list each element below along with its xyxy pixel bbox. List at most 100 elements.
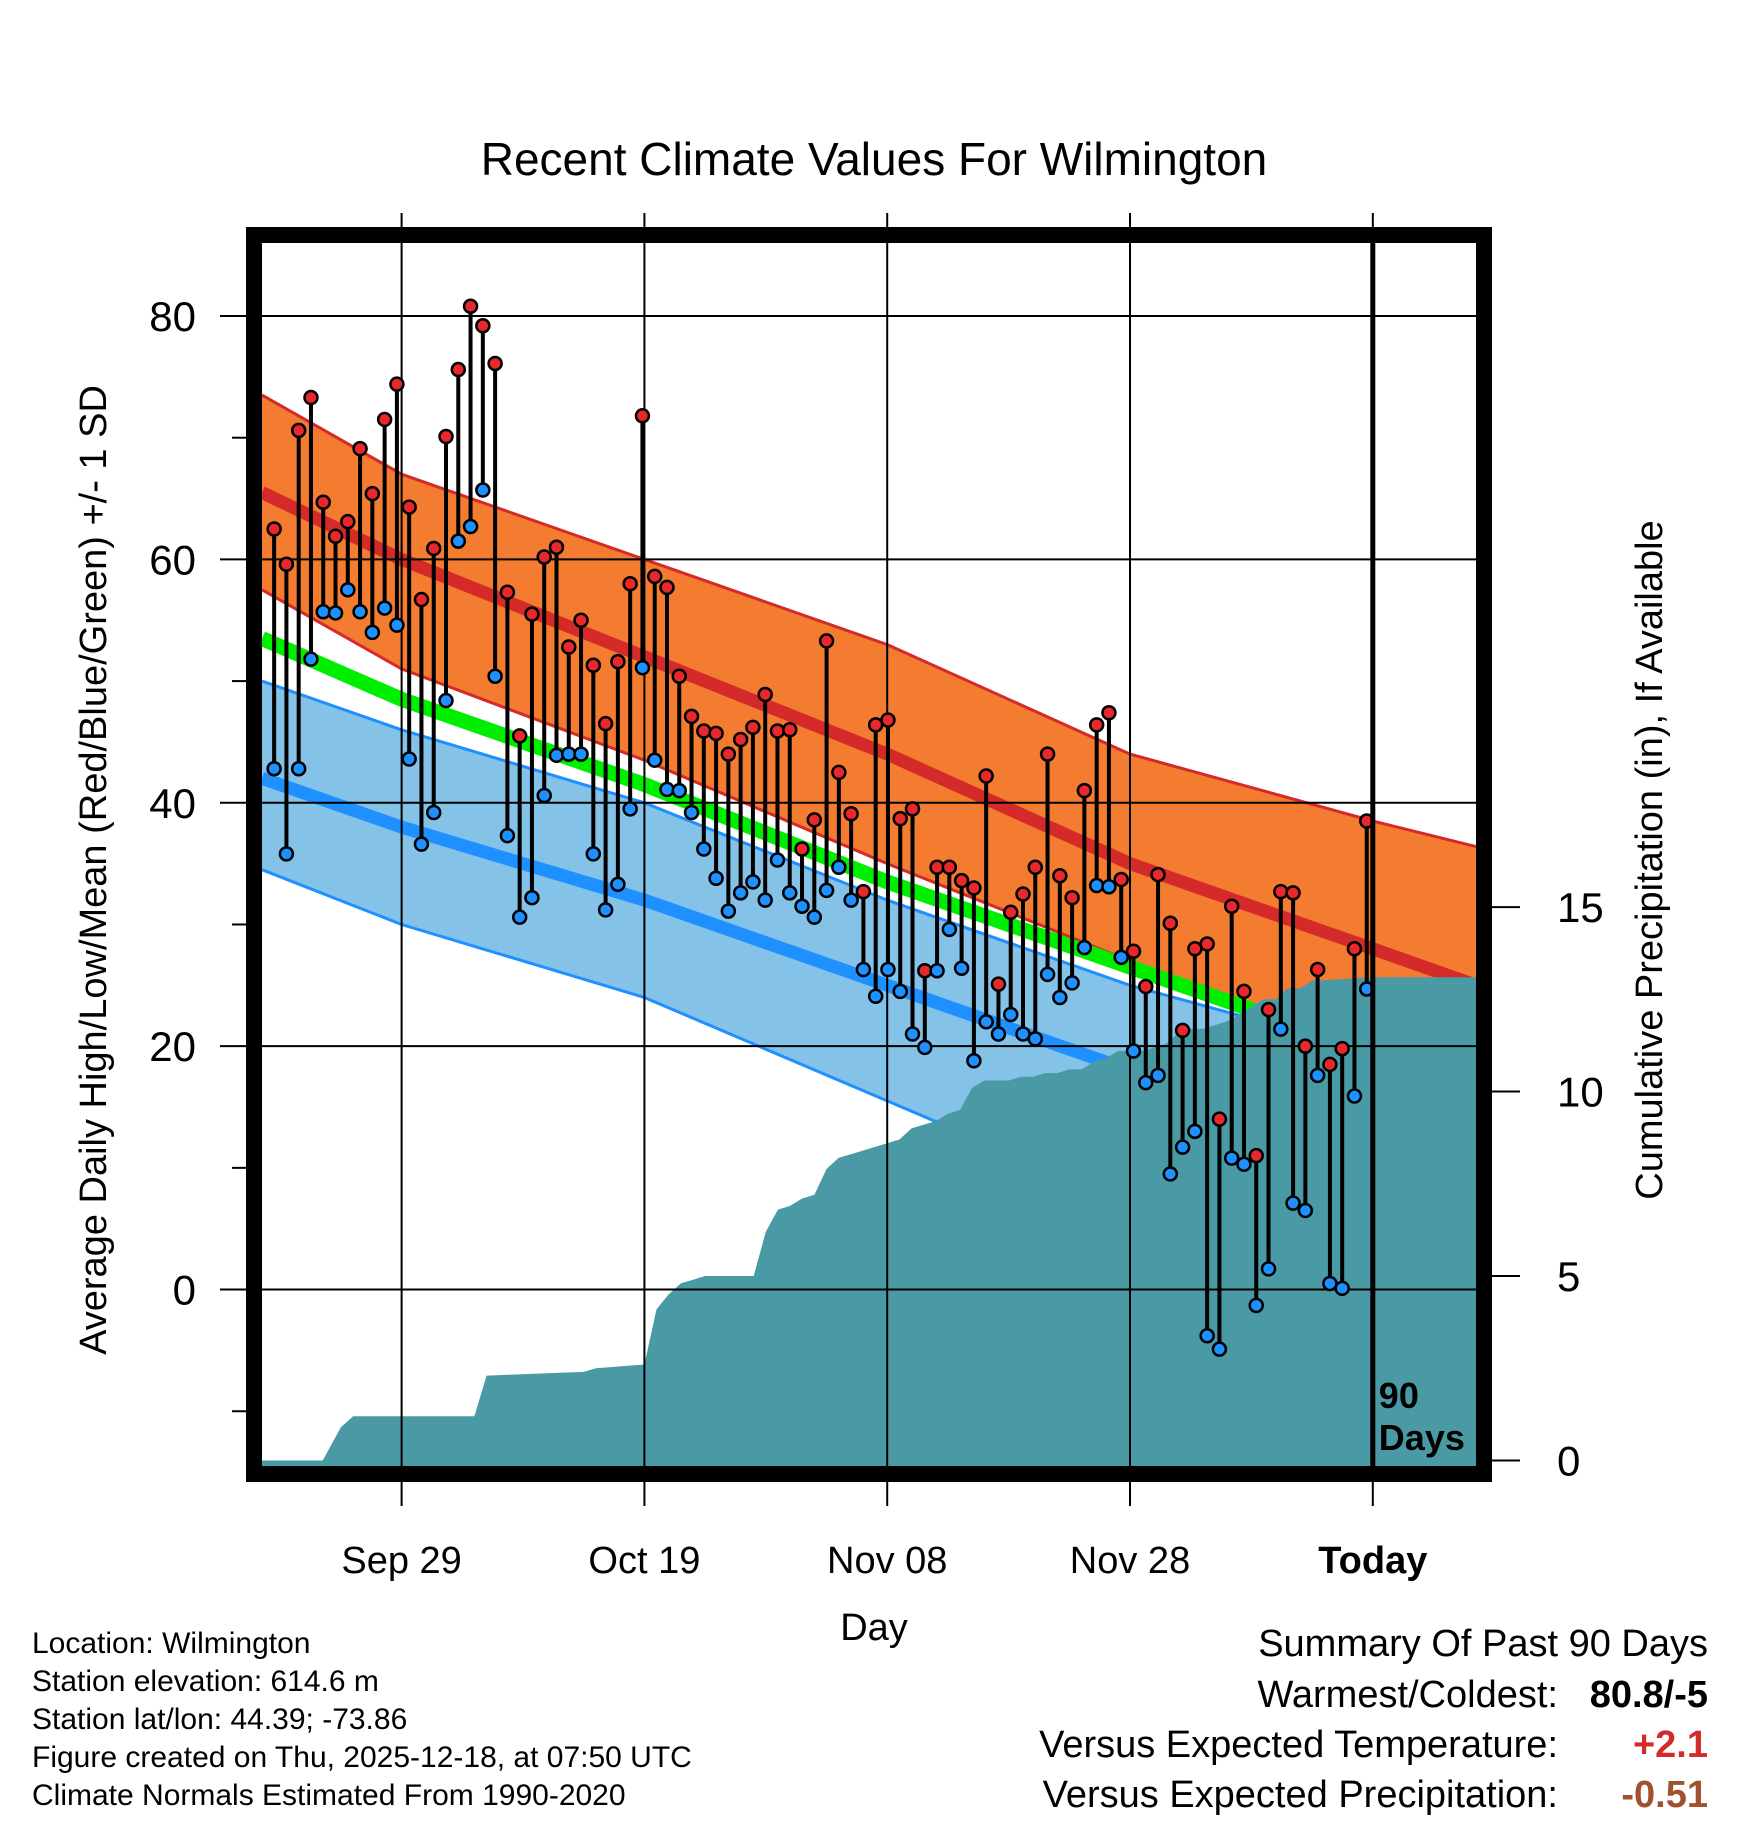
high-point [904,801,921,817]
low-point [1334,1280,1350,1297]
created-text: Figure created on Thu, 2025-12-18, at 07… [32,1741,692,1774]
low-point [622,801,638,817]
high-point [671,668,688,684]
y-tick-label: 40 [149,780,196,827]
low-point [389,617,405,633]
high-point [327,528,344,545]
y2-tick-label: 5 [1557,1253,1580,1300]
high-point [831,764,847,781]
high-point [1162,915,1179,932]
y-tick-label: 0 [173,1267,196,1314]
high-point [634,408,651,424]
y-tick-label: 20 [149,1023,196,1070]
warmcold-value: 80.8/-5 [1589,1674,1708,1716]
station-info: Location: Wilmington Station elevation: … [32,1625,692,1815]
low-point [1248,1297,1265,1314]
high-point [843,805,859,822]
high-point [1285,885,1301,901]
low-point [966,1053,982,1069]
high-point [1260,1001,1277,1018]
x-tick-label: Nov 08 [827,1540,947,1582]
y2-tick-label: 0 [1557,1437,1580,1484]
high-point [732,731,749,748]
high-point [1211,1111,1228,1127]
high-point [953,872,970,889]
low-point [917,1039,933,1056]
low-point [315,603,331,620]
high-point [966,880,982,896]
high-point [757,686,773,703]
high-point [1273,883,1289,900]
low-point [266,760,282,777]
high-point [1150,866,1166,883]
low-point [524,889,540,906]
low-point [597,902,614,918]
low-point [511,909,528,925]
high-point [622,575,638,592]
elevation-text: Station elevation: 614.6 m [32,1665,379,1698]
y-tick-label: 60 [149,536,196,583]
low-point [1346,1088,1363,1104]
low-point [536,787,552,804]
high-point [1076,782,1093,799]
high-point [1334,1040,1350,1057]
low-point [548,747,565,764]
x-tick-label: Nov 28 [1070,1540,1190,1582]
chart-title: Recent Climate Values For Wilmington [481,133,1268,185]
latlon-text: Station lat/lon: 44.39; -73.86 [32,1703,408,1736]
normals-text: Climate Normals Estimated From 1990-2020 [32,1779,626,1812]
low-point [1260,1261,1277,1277]
low-point [671,782,688,799]
low-point [1199,1328,1215,1344]
low-point [978,1014,994,1030]
low-point [1027,1031,1044,1047]
high-point [892,810,908,827]
low-point [487,668,503,684]
high-point [1138,978,1154,995]
low-point [1088,877,1105,894]
low-point [659,781,675,798]
low-point [573,746,589,762]
high-point [266,521,282,537]
high-point [1223,898,1240,914]
low-point [904,1026,921,1042]
high-point [1015,886,1031,902]
y-axis-label: Average Daily High/Low/Mean (Red/Blue/Gr… [73,385,115,1355]
high-point [413,591,430,608]
low-point [745,874,761,890]
high-point [438,428,454,445]
low-point [376,600,393,616]
precip-label: Versus Expected Precipitation: [1042,1774,1558,1816]
high-point [376,411,393,428]
low-point [450,533,467,549]
y2-tick-label: 10 [1557,1069,1604,1116]
low-point [425,804,442,821]
low-point [818,882,835,899]
low-point [696,841,712,857]
low-point [303,651,319,667]
low-point [364,624,381,641]
low-point [1162,1166,1179,1182]
low-point [953,960,970,977]
high-point [708,725,724,742]
low-point [352,603,368,620]
high-point [720,746,737,762]
low-point [732,885,749,901]
low-point [1101,878,1117,895]
low-point [757,892,773,908]
high-point [696,723,712,739]
high-point [1346,941,1363,957]
summary-title: Summary Of Past 90 Days [1258,1623,1708,1665]
low-point [781,885,798,901]
low-point [327,605,344,621]
high-point [818,633,835,649]
high-point [462,298,479,315]
high-point [573,612,589,628]
high-point [499,584,516,601]
temp-value: +2.1 [1632,1724,1708,1766]
high-point [364,485,381,502]
low-point [1273,1021,1289,1037]
plot-frame [246,227,1492,1482]
high-point [1199,936,1215,952]
